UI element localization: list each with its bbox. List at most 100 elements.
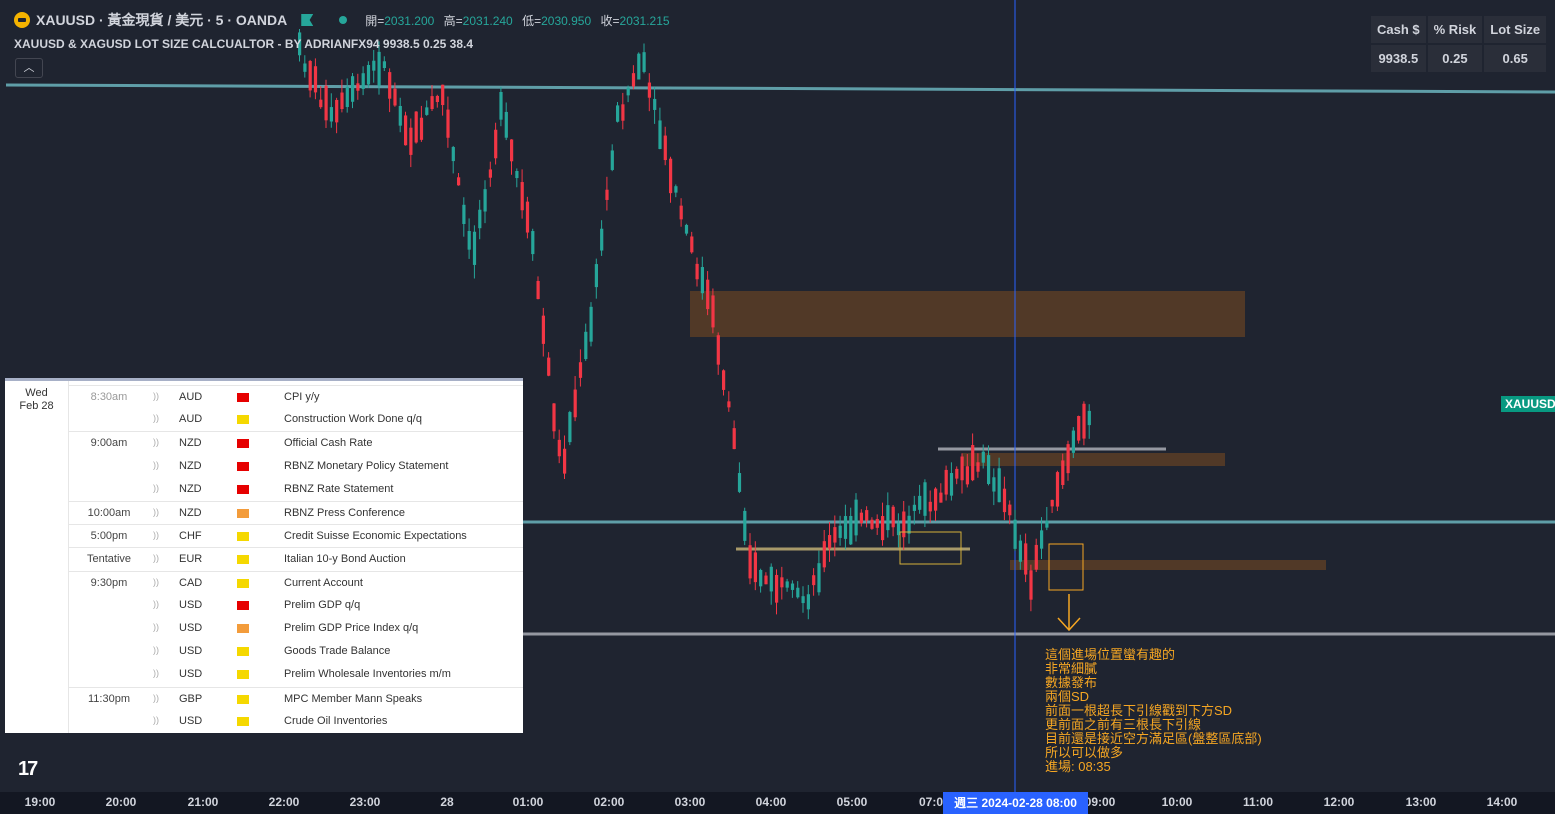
bearish-candle [308, 60, 312, 91]
calendar-row[interactable]: 10:00am)) NZD RBNZ Press Conference [69, 501, 523, 525]
calendar-row[interactable]: Tentative)) EUR Italian 10-y Bond Auction [69, 547, 523, 571]
calendar-row[interactable]: )) NZD RBNZ Monetary Policy Statement [69, 455, 523, 478]
price-scale-label[interactable]: XAUUSD [1501, 396, 1555, 412]
bullish-candle [854, 499, 858, 536]
bullish-candle [303, 63, 307, 72]
calendar-row[interactable]: 5:00pm)) CHF Credit Suisse Economic Expect… [69, 524, 523, 548]
highlight-box-right[interactable] [1048, 543, 1084, 591]
calendar-row[interactable]: )) USD Prelim GDP q/q [69, 594, 523, 617]
calendar-row[interactable]: )) AUD Construction Work Done q/q [69, 408, 523, 431]
calendar-row[interactable]: 8:30am)) AUD CPI y/y [69, 385, 523, 409]
event-currency: USD [179, 598, 203, 611]
bullish-candle [785, 581, 789, 588]
highlight-box-left[interactable] [899, 531, 962, 565]
bearish-candle [393, 88, 397, 106]
bearish-candle [711, 295, 715, 328]
calendar-date: Wed Feb 28 [5, 387, 68, 413]
time-axis-label: 13:00 [1405, 795, 1437, 809]
bearish-candle [1055, 472, 1060, 507]
sound-icon[interactable]: )) [153, 413, 159, 424]
calendar-row[interactable]: )) USD Prelim Wholesale Inventories m/m [69, 663, 523, 686]
sound-icon[interactable]: )) [153, 437, 159, 448]
calendar-row[interactable]: )) USD Goods Trade Balance [69, 640, 523, 663]
bullish-candle [896, 523, 901, 536]
indicator-legend[interactable]: XAUUSD & XAGUSD LOT SIZE CALCUALTOR - BY… [14, 37, 473, 51]
sound-icon[interactable]: )) [153, 622, 159, 632]
candlestick-chart[interactable] [0, 0, 1555, 792]
sound-icon[interactable]: )) [153, 459, 159, 470]
bearish-candle [446, 109, 450, 138]
calendar-row[interactable]: 11:30pm)) GBP MPC Member Mann Speaks [69, 686, 523, 711]
bullish-candle [478, 209, 482, 229]
calendar-row[interactable]: )) USD Crude Oil Inventories [69, 710, 523, 733]
calendar-row[interactable]: 9:30pm)) CAD Current Account [69, 570, 523, 595]
bearish-candle [435, 95, 439, 102]
lot-value-cash: 9938.5 [1369, 43, 1428, 74]
impact-folder-icon [237, 647, 249, 657]
bearish-candle [520, 182, 524, 211]
bullish-candle [992, 477, 996, 492]
bearish-candle [631, 73, 636, 87]
calendar-row[interactable]: )) NZD RBNZ Rate Statement [69, 478, 523, 501]
bearish-candle [722, 370, 726, 390]
bearish-candle [753, 552, 757, 583]
event-name: Current Account [284, 576, 363, 589]
supply-zone-upper[interactable] [690, 291, 1245, 337]
trade-note: 這個進場位置蠻有趣的 非常細膩 數據發布 兩個SD 前面一根超長下引線戳到下方S… [1045, 647, 1262, 774]
bullish-candle [981, 451, 985, 463]
calendar-row[interactable]: )) USD Prelim GDP Price Index q/q [69, 617, 523, 640]
impact-folder-icon [237, 578, 249, 588]
ohlc-open-label: 開= [365, 13, 385, 28]
bearish-candle [870, 519, 874, 529]
bearish-candle [324, 85, 328, 121]
bullish-candle [801, 596, 805, 604]
sound-icon[interactable]: )) [153, 714, 159, 725]
supply-zone-middle[interactable] [962, 453, 1225, 466]
sound-icon[interactable]: )) [153, 507, 159, 517]
collapse-legend-button[interactable]: ︿ [15, 58, 43, 78]
resistance-line-top[interactable] [5, 83, 1555, 94]
bearish-candle [833, 527, 837, 543]
time-axis[interactable]: 19:00 20:00 21:00 22:00 23:00 28 01:00 02:00 03:… [0, 792, 1555, 814]
bearish-candle [934, 488, 938, 511]
lot-size-table: Cash $ % Risk Lot Size 9938.5 0.25 0.65 [1369, 14, 1549, 74]
bearish-candle [775, 574, 779, 603]
calendar-row[interactable]: 9:00am)) NZD Official Cash Rate [69, 431, 523, 455]
event-time: 5:00pm [90, 530, 128, 543]
bearish-candle [764, 575, 768, 585]
bearish-candle [563, 448, 567, 474]
bearish-candle [457, 177, 461, 186]
bullish-candle [425, 107, 429, 115]
bearish-candle [727, 401, 731, 408]
bearish-candle [356, 83, 360, 91]
sound-icon[interactable]: )) [153, 668, 159, 679]
bullish-candle [684, 224, 689, 234]
tradingview-logo[interactable]: 17 [18, 758, 38, 780]
sound-icon[interactable]: )) [153, 530, 159, 541]
event-currency: AUD [179, 391, 203, 403]
sound-icon[interactable]: )) [153, 391, 159, 401]
down-arrow-icon[interactable] [1057, 594, 1081, 632]
symbol-row[interactable]: XAUUSD · 黃金現貨 / 美元 · 5 · OANDA 開=2031.20… [14, 10, 676, 30]
demand-zone-lower[interactable] [1010, 560, 1326, 570]
flag-icon[interactable] [301, 14, 314, 26]
time-axis-label: 22:00 [268, 795, 300, 809]
event-currency: USD [179, 714, 203, 727]
sound-icon[interactable]: )) [153, 553, 159, 564]
bullish-candle [700, 267, 704, 294]
symbol-title[interactable]: XAUUSD · 黃金現貨 / 美元 · 5 · OANDA [36, 12, 288, 28]
sound-icon[interactable]: )) [153, 576, 159, 587]
sound-icon[interactable]: )) [153, 482, 159, 493]
lot-value-lot: 0.65 [1482, 43, 1549, 74]
sound-icon[interactable]: )) [153, 598, 159, 609]
bearish-candle [669, 158, 673, 194]
event-name: Prelim Wholesale Inventories m/m [284, 668, 451, 681]
sound-icon[interactable]: )) [153, 645, 159, 656]
sound-icon[interactable]: )) [153, 692, 159, 703]
impact-folder-icon [237, 624, 249, 633]
event-time: Tentative [86, 553, 132, 566]
impact-folder-icon [237, 716, 249, 726]
bullish-candle [600, 228, 604, 251]
event-name: CPI y/y [284, 391, 320, 403]
